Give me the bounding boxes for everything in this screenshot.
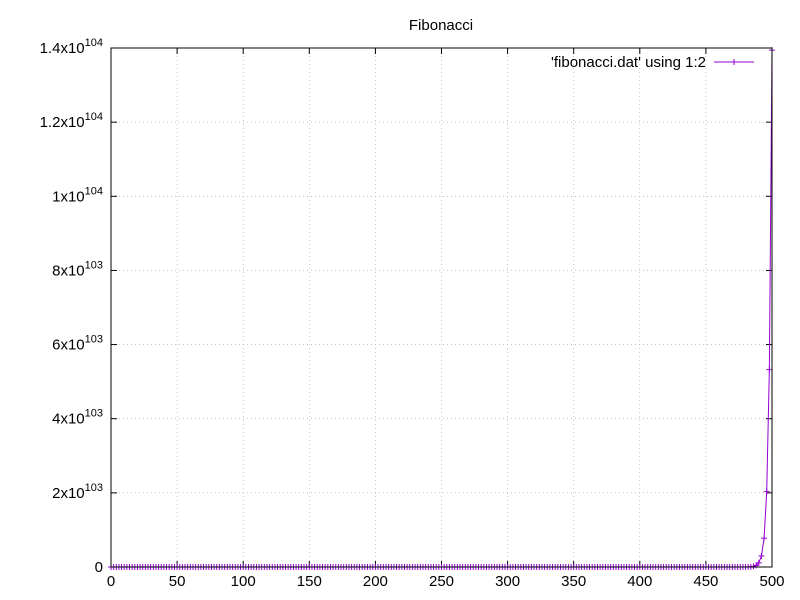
y-tick-mantissa: 1.2x10 [40,114,85,131]
y-tick-label: 4x10103 [52,408,103,428]
legend: 'fibonacci.dat' using 1:2 [551,54,754,71]
y-tick-exponent: 103 [85,408,103,420]
y-tick-mantissa: 1.4x10 [40,40,85,57]
y-tick-label: 1x10104 [52,185,103,205]
y-tick-mantissa: 2x10 [52,485,85,502]
axes: 0 50 100 150 200 250 300 350 400 450 50002x101034x… [40,37,785,590]
y-tick-label: 2x10103 [52,482,103,502]
x-tick-label: 250 [429,573,454,590]
data-point [766,366,773,373]
x-tick-label: 200 [363,573,388,590]
data-point [755,559,762,566]
x-tick-label: 100 [231,573,256,590]
x-tick-label: 450 [693,573,718,590]
y-tick-exponent: 103 [85,259,103,271]
chart-title: Fibonacci [409,17,473,34]
y-tick-mantissa: 6x10 [52,337,85,354]
y-tick-mantissa: 0 [95,559,103,576]
y-tick-mantissa: 8x10 [52,262,85,279]
x-tick-label: 500 [759,573,784,590]
plot-frame [110,47,773,568]
data-point [763,488,770,495]
x-tick-label: 50 [169,573,186,590]
y-tick-mantissa: 4x10 [52,411,85,428]
data-point [761,535,768,542]
y-tick-mantissa: 1x10 [52,188,85,205]
data-point [758,552,765,559]
y-tick-exponent: 103 [85,334,103,346]
y-tick-exponent: 104 [85,37,103,49]
legend-label: 'fibonacci.dat' using 1:2 [551,54,706,71]
data-point [750,563,757,570]
y-tick-label: 6x10103 [52,334,103,354]
y-tick-exponent: 103 [85,482,103,494]
grid-lines [111,48,772,567]
y-tick-exponent: 104 [85,185,103,197]
x-tick-label: 0 [107,573,115,590]
y-tick-label: 0 [95,559,103,576]
y-tick-label: 8x10103 [52,259,103,279]
y-tick-label: 1.4x10104 [40,37,103,57]
y-tick-exponent: 104 [85,111,103,123]
y-tick-label: 1.2x10104 [40,111,103,131]
x-tick-label: 150 [297,573,322,590]
x-tick-label: 350 [561,573,586,590]
x-tick-label: 400 [627,573,652,590]
x-tick-label: 300 [495,573,520,590]
